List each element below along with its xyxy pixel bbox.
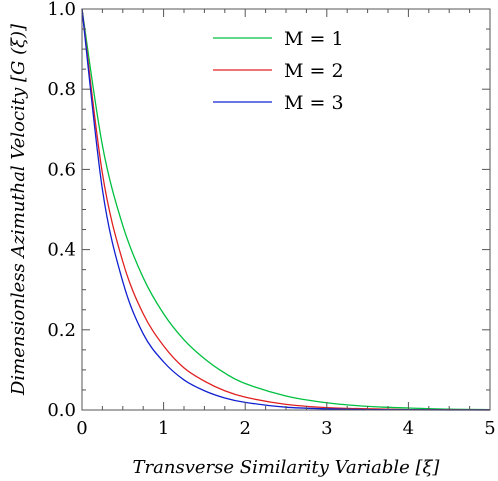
- y-tick-label: 0.4: [47, 240, 76, 261]
- x-axis-label: Transverse Similarity Variable [ξ]: [133, 457, 441, 478]
- legend: M = 1 M = 2 M = 3: [213, 28, 344, 114]
- x-tick-label: 4: [403, 418, 414, 439]
- y-tick-label: 0.2: [47, 320, 76, 341]
- x-tick-label: 1: [158, 418, 169, 439]
- legend-label-1: M = 1: [284, 28, 344, 50]
- y-tick-label: 0.0: [47, 400, 76, 421]
- axis-ticks: [81, 8, 491, 411]
- series-line-1: [81, 8, 491, 411]
- x-tick-label: 0: [76, 418, 87, 439]
- legend-label-3: M = 3: [284, 92, 344, 114]
- x-tick-label: 2: [239, 418, 250, 439]
- y-axis-label: Dimensionless Azimuthal Velocity [G (ξ)]: [8, 23, 29, 396]
- x-tick-label: 5: [484, 418, 495, 439]
- x-tick-label: 3: [321, 418, 332, 439]
- y-tick-label: 1.0: [47, 0, 76, 20]
- y-tick-label: 0.6: [47, 159, 76, 180]
- tick-labels: 0 1 2 3 4 5 0.0 0.2 0.4 0.6 0.8 1.0: [47, 0, 495, 439]
- y-tick-label: 0.8: [47, 79, 76, 100]
- legend-label-2: M = 2: [284, 60, 344, 82]
